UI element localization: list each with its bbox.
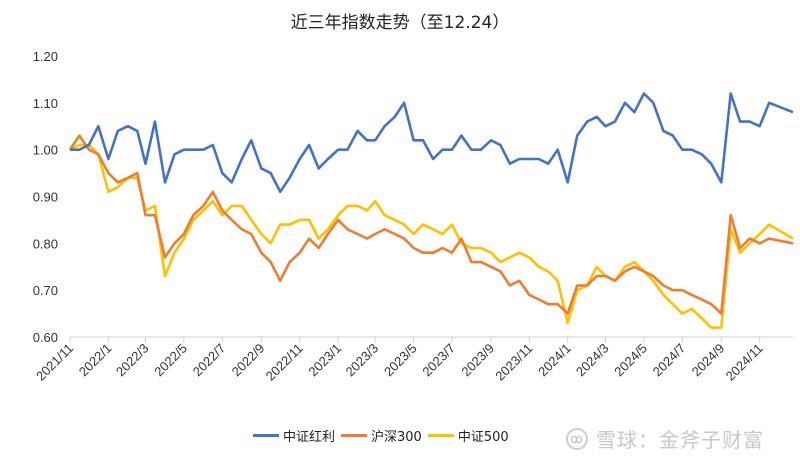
x-tick-label: 2024/3: [573, 341, 612, 380]
y-tick-label: 1.10: [33, 96, 58, 111]
x-tick-label: 2024/5: [611, 341, 650, 380]
x-tick-label: 2022/7: [190, 341, 229, 380]
x-tick-label: 2023/11: [492, 341, 535, 384]
x-tick-label: 2022/1: [76, 341, 115, 380]
x-tick-label: 2022/11: [263, 341, 306, 384]
legend-item-csi300: 沪深300: [341, 426, 422, 445]
legend-item-dividend: 中证红利: [253, 426, 335, 445]
watermark: ꝏ 雪球：金斧子财富: [566, 424, 764, 453]
legend-swatch: [427, 434, 454, 437]
legend-swatch: [341, 434, 368, 437]
legend-item-csi500: 中证500: [427, 426, 509, 445]
x-tick-label: 2024/1: [535, 341, 574, 380]
x-tick-label: 2024/11: [723, 341, 766, 384]
series-line-csi300: [68, 134, 794, 315]
y-tick-label: 1.20: [33, 49, 58, 64]
x-tick-label: 2022/9: [229, 341, 268, 380]
legend-swatch: [253, 434, 279, 437]
series-line-dividend: [70, 92, 794, 194]
legend-label: 沪深300: [371, 430, 422, 445]
legend: 中证红利 沪深300 中证500: [253, 426, 515, 445]
series-line-csi500: [69, 143, 794, 329]
y-tick-label: 0.90: [33, 190, 58, 205]
x-tick-label: 2023/7: [419, 341, 458, 380]
x-tick-label: 2021/11: [33, 341, 76, 384]
legend-label: 中证红利: [283, 430, 336, 445]
x-tick-label: 2023/3: [343, 341, 382, 380]
x-tick-label: 2023/5: [381, 341, 420, 380]
legend-label: 中证500: [457, 430, 509, 445]
y-tick-label: 0.60: [33, 330, 58, 345]
watermark-text: 雪球：金斧子财富: [596, 428, 764, 452]
x-tick-label: 2024/7: [650, 341, 689, 380]
snowball-logo-icon: ꝏ: [566, 427, 588, 450]
x-tick-label: 2023/9: [458, 341, 497, 380]
chart-title: 近三年指数走势（至12.24）: [290, 13, 510, 33]
x-tick-label: 2023/1: [305, 341, 344, 380]
y-tick-label: 0.70: [33, 283, 58, 298]
y-tick-label: 0.80: [33, 236, 58, 251]
x-tick-label: 2022/3: [113, 341, 152, 380]
x-tick-label: 2022/5: [151, 341, 190, 380]
y-tick-label: 1.00: [33, 143, 58, 158]
